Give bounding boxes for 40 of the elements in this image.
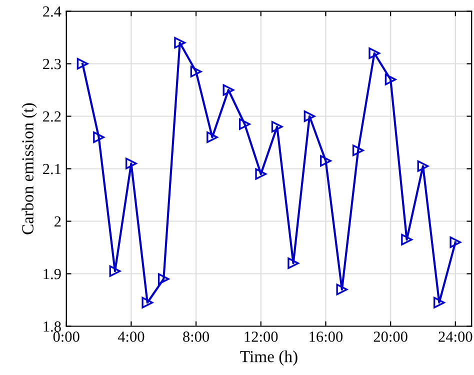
x-tick-label: 0:00	[53, 332, 80, 342]
x-tick-label: 24:00	[438, 332, 472, 342]
point	[142, 296, 154, 308]
point	[109, 265, 121, 277]
point	[336, 284, 348, 296]
point	[93, 132, 104, 143]
point	[158, 273, 170, 285]
point	[288, 258, 300, 269]
point	[450, 236, 462, 248]
point	[304, 110, 316, 122]
y-tick-label: 2	[54, 216, 61, 227]
point	[190, 66, 202, 78]
x-tick-label: 20:00	[374, 332, 408, 342]
point	[76, 58, 88, 70]
y-tick-label: 1.8	[44, 321, 61, 332]
point	[368, 48, 380, 59]
point	[384, 74, 396, 86]
y-tick-label: 2.1	[43, 164, 61, 174]
point	[352, 144, 364, 156]
point	[174, 37, 186, 48]
x-tick-label: 16:00	[310, 332, 343, 342]
x-tick-label: 4:00	[118, 332, 144, 342]
y-tick-label: 2.4	[43, 6, 62, 17]
y-tick-label: 2.3	[43, 58, 61, 70]
point	[401, 234, 412, 246]
y-tick-label: 2.2	[43, 111, 61, 122]
x-tick-label: 12:00	[244, 332, 278, 342]
point	[271, 121, 283, 132]
point	[206, 132, 218, 143]
point	[222, 84, 234, 96]
y-tick-label: 1.9	[44, 268, 61, 280]
point	[238, 118, 250, 130]
point	[255, 168, 267, 180]
x-axis-title: Time (h)	[240, 350, 298, 366]
point	[434, 296, 445, 308]
y-axis-title: Carbon emission (t)	[22, 103, 37, 234]
point	[320, 155, 332, 167]
point	[417, 160, 429, 172]
x-tick-label: 8:00	[183, 332, 210, 342]
point	[126, 158, 137, 170]
